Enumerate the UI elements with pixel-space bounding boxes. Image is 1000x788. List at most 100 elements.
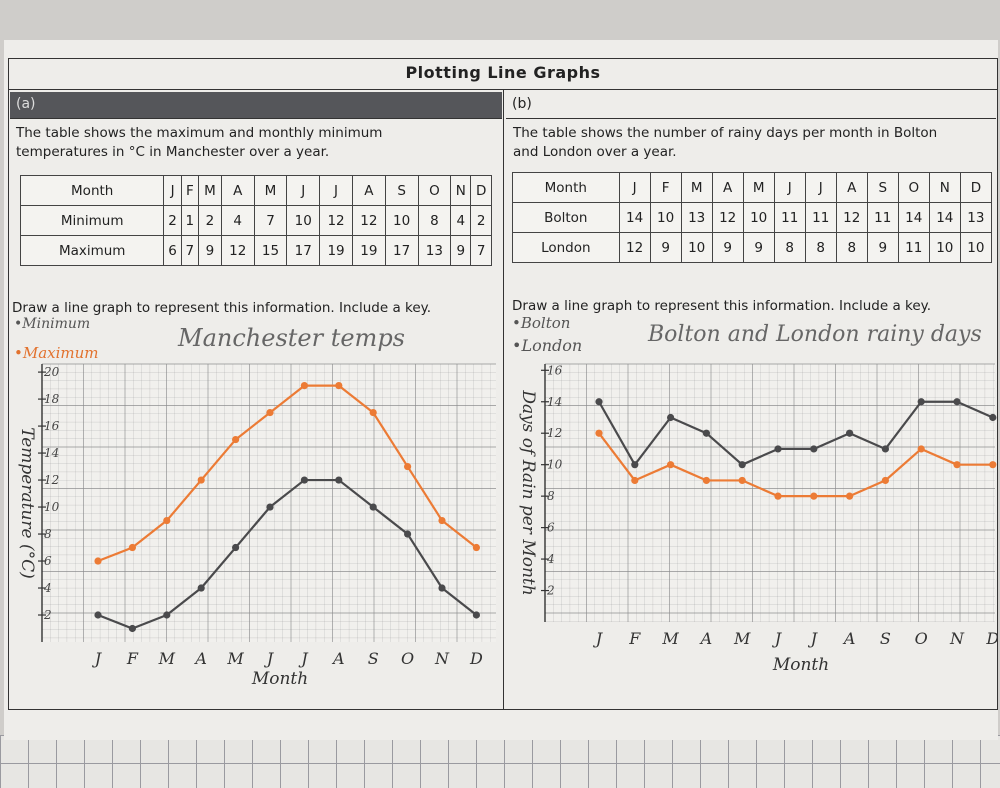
data-point-london bbox=[631, 476, 639, 485]
table-cell: 15 bbox=[253, 235, 288, 266]
data-point-minimum bbox=[438, 584, 446, 592]
x-tick-label: J bbox=[808, 629, 819, 648]
table-month-header: O bbox=[897, 172, 930, 203]
x-tick-label: O bbox=[915, 629, 928, 648]
table-cell: 7 bbox=[470, 235, 492, 266]
part-a-instruction: Draw a line graph to represent this info… bbox=[12, 300, 432, 316]
table-cell: 8 bbox=[417, 205, 452, 236]
table-cell: 19 bbox=[319, 235, 353, 266]
x-tick-label: J bbox=[264, 649, 275, 668]
table-cell: 7 bbox=[253, 205, 288, 236]
data-point-maximum bbox=[128, 543, 136, 552]
table-month-header: N bbox=[450, 175, 472, 206]
y-tick-label: 18 bbox=[44, 392, 60, 406]
part-a-key-minimum: •Minimum bbox=[14, 316, 91, 332]
data-point-maximum bbox=[94, 557, 102, 565]
page-title: Plotting Line Graphs bbox=[405, 63, 601, 82]
x-tick-label: J bbox=[298, 649, 309, 668]
part-a-graph-title: Manchester temps bbox=[178, 324, 405, 352]
y-tick-label: 8 bbox=[547, 489, 555, 503]
y-tick-label: 4 bbox=[43, 581, 52, 595]
x-axis-title: Month bbox=[251, 669, 308, 689]
x-tick-label: A bbox=[699, 629, 713, 648]
part-a-header: (a) bbox=[10, 92, 502, 119]
table-cell: 10 bbox=[384, 205, 419, 236]
data-point-minimum bbox=[94, 611, 102, 619]
table-cell: 17 bbox=[286, 235, 321, 266]
y-tick-label: 4 bbox=[546, 552, 555, 566]
data-point-maximum bbox=[369, 408, 377, 417]
table-month-header: S bbox=[384, 175, 419, 206]
table-cell: 12 bbox=[319, 205, 353, 236]
table-cell: 12 bbox=[618, 232, 651, 263]
data-point-maximum bbox=[300, 381, 308, 390]
table-cell: 10 bbox=[928, 232, 961, 263]
x-tick-label: O bbox=[401, 649, 414, 668]
key-maximum-label: Maximum bbox=[22, 344, 99, 362]
table-cell: 14 bbox=[928, 202, 961, 233]
part-b-instruction: Draw a line graph to represent this info… bbox=[512, 298, 932, 314]
data-point-minimum bbox=[335, 476, 343, 484]
data-point-london bbox=[595, 429, 603, 437]
x-tick-label: N bbox=[949, 629, 965, 648]
data-point-maximum bbox=[266, 408, 274, 417]
data-point-minimum bbox=[232, 543, 240, 552]
table-row-label: Minimum bbox=[19, 205, 165, 236]
table-month-header: J bbox=[773, 172, 806, 203]
part-b-chart: 2 4 6 8 10 12 14 16 J F M A M J J A S O N D Month Days of Rai… bbox=[518, 363, 998, 675]
part-a-description-line2: temperatures in °C in Manchester over a … bbox=[16, 144, 330, 160]
series-line-london bbox=[598, 432, 993, 498]
table-row-label: Bolton bbox=[512, 202, 620, 233]
x-tick-label: F bbox=[126, 649, 139, 668]
data-point-bolton bbox=[631, 461, 639, 469]
part_b-table-row: Bolton 14 10 13 12 10 11 11 12 11 14 14 13 bbox=[512, 202, 993, 233]
x-tick-label: A bbox=[331, 649, 345, 668]
part-a-table: Month J F M A M J J A S O N D Minimum 2 1 2 4 7 10 12 12 10 8 4 2… bbox=[19, 175, 492, 266]
table-cell: 10 bbox=[680, 232, 713, 263]
part-b-header: (b) bbox=[506, 92, 996, 119]
data-point-minimum bbox=[472, 611, 480, 619]
table-month-header: M bbox=[742, 172, 775, 203]
y-tick-label: 16 bbox=[44, 419, 60, 433]
table-cell: 10 bbox=[742, 202, 775, 233]
table-cell: 11 bbox=[804, 202, 837, 233]
table-cell: 12 bbox=[351, 205, 386, 236]
x-tick-label: D bbox=[469, 649, 483, 668]
table-cell: 1 bbox=[180, 205, 200, 236]
x-tick-label: M bbox=[733, 629, 751, 648]
table-cell: 13 bbox=[680, 202, 713, 233]
y-tick-label: 10 bbox=[547, 458, 563, 472]
data-point-maximum bbox=[163, 516, 171, 525]
table-cell: 13 bbox=[959, 202, 993, 233]
table-cell: 8 bbox=[835, 232, 868, 263]
series-line-bolton bbox=[598, 400, 994, 466]
part-b-table: Month J F M A M J J A S O N D Bolton 14 10 13 12 10 11 11 12 1… bbox=[512, 172, 993, 263]
x-axis-title: Month bbox=[772, 655, 829, 675]
table-cell: 10 bbox=[959, 232, 993, 263]
table-cell: 11 bbox=[773, 202, 806, 233]
data-point-minimum bbox=[163, 611, 171, 619]
x-tick-label: J bbox=[772, 629, 783, 648]
table-cell: 14 bbox=[897, 202, 930, 233]
data-point-bolton bbox=[917, 398, 925, 406]
data-point-bolton bbox=[846, 429, 854, 437]
table-cell: 9 bbox=[711, 232, 744, 263]
data-point-bolton bbox=[595, 398, 603, 406]
table-row-label: Maximum bbox=[19, 235, 165, 266]
table-cell: 10 bbox=[649, 202, 682, 233]
table-month-header: J bbox=[319, 175, 353, 206]
data-point-london bbox=[667, 461, 675, 469]
data-point-bolton bbox=[774, 445, 782, 453]
part-b-key-bolton: •Bolton bbox=[512, 314, 571, 332]
table-month-header: A bbox=[351, 175, 386, 206]
y-tick-label: 16 bbox=[547, 363, 563, 377]
key-minimum-label: Minimum bbox=[22, 316, 91, 332]
key-london-label: London bbox=[521, 336, 583, 355]
part-b-description-line1: The table shows the number of rainy days… bbox=[513, 125, 938, 141]
table-cell: 12 bbox=[835, 202, 868, 233]
table-cell: 9 bbox=[649, 232, 682, 263]
data-point-london bbox=[810, 492, 818, 500]
table-cell: 6 bbox=[163, 235, 182, 266]
x-tick-label: N bbox=[434, 649, 450, 668]
